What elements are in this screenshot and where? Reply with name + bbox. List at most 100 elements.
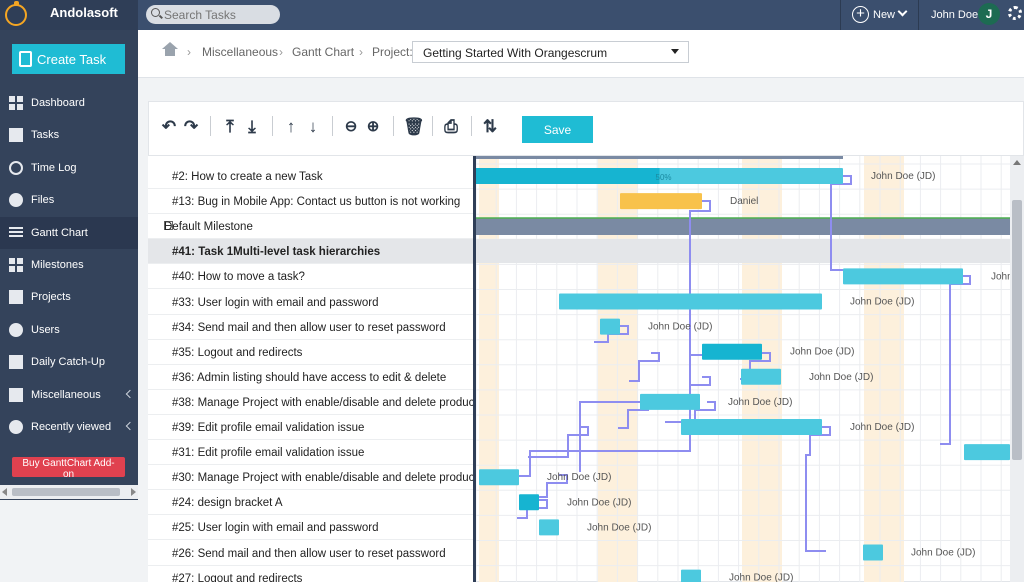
new-label: New [873, 9, 896, 21]
task-bar[interactable] [863, 544, 883, 561]
sidebar-item-users[interactable]: Users [0, 314, 138, 346]
move-down-icon[interactable]: ↓ [308, 117, 318, 136]
task-row[interactable]: #31: Edit profile email validation issue [148, 440, 474, 466]
home-icon[interactable] [162, 42, 178, 56]
task-bar[interactable] [539, 519, 559, 536]
bar-owner-label[interactable]: John Doe (JD) [729, 573, 793, 582]
task-name: #25: User login with email and password [172, 522, 379, 535]
task-row[interactable]: #25: User login with email and password [148, 515, 474, 541]
task-bar[interactable] [843, 268, 963, 285]
task-bar[interactable] [519, 494, 539, 511]
sidebar-item-recently-viewed[interactable]: Recently viewed [0, 411, 138, 443]
task-bar[interactable] [479, 469, 519, 486]
delete-icon[interactable]: 🗑 [403, 117, 425, 136]
sidebar-item-label: Users [31, 323, 60, 336]
task-bar[interactable] [681, 419, 822, 435]
task-row[interactable]: #36: Admin listing should have access to… [148, 365, 474, 390]
collapse-icon[interactable] [164, 221, 173, 231]
gear-icon[interactable] [1008, 6, 1022, 20]
sidebar-item-daily-catch-up[interactable]: Daily Catch-Up [0, 346, 138, 378]
breadcrumb-gantt-chart[interactable]: Gantt Chart [292, 45, 355, 59]
user-menu[interactable]: John Doe J [918, 0, 1002, 30]
move-up-icon[interactable]: ↑ [286, 117, 296, 136]
search-icon [151, 8, 160, 17]
task-row[interactable]: #41: Task 1Multi-level task hierarchies [148, 239, 474, 265]
sidebar-item-gantt-chart[interactable]: Gantt Chart [0, 216, 138, 249]
indent-top-icon[interactable]: ⤒ [226, 117, 234, 136]
avatar[interactable]: J [978, 3, 1000, 25]
milestone-bar[interactable] [476, 218, 1010, 235]
breadcrumb-miscellaneous[interactable]: Miscellaneous [202, 45, 279, 59]
indent-bottom-icon[interactable]: ⤓ [248, 117, 256, 136]
dependency-link [805, 426, 831, 552]
bar-owner-label[interactable]: John Doe (JD) [567, 497, 631, 508]
task-name: #41: Task 1Multi-level task hierarchies [172, 246, 381, 259]
task-row[interactable]: #13: Bug in Mobile App: Contact us butto… [148, 189, 474, 215]
sidebar-item-projects[interactable]: Projects [0, 281, 138, 313]
bar-owner-label[interactable]: John Doe (JD) [728, 397, 792, 408]
sidebar-item-miscellaneous[interactable]: Miscellaneous [0, 379, 138, 411]
grid-splitter[interactable] [473, 156, 476, 582]
summary-bar[interactable] [476, 156, 843, 159]
create-task-button[interactable]: Create Task [12, 44, 125, 74]
task-row[interactable]: #2: How to create a new Task [148, 164, 474, 189]
task-row[interactable]: #30: Manage Project with enable/disable … [148, 465, 474, 491]
task-row[interactable]: #27: Logout and redirects [148, 566, 474, 582]
scroll-up-icon[interactable] [1013, 160, 1021, 165]
scroll-right-icon[interactable] [131, 488, 136, 496]
bar-owner-label[interactable]: John Doe (JD) [911, 548, 975, 559]
bar-owner-label[interactable]: John Doe (JD) [850, 297, 914, 308]
task-bar[interactable] [741, 368, 781, 385]
bar-owner-label[interactable]: John Doe (JD) [871, 171, 935, 182]
milestone-row[interactable]: Default Milestone [148, 214, 474, 240]
sort-icon[interactable]: ⇅ [482, 117, 498, 136]
task-row[interactable]: #38: Manage Project with enable/disable … [148, 390, 474, 415]
task-bar-progress[interactable] [476, 168, 660, 184]
task-bar[interactable] [620, 193, 702, 210]
task-bar[interactable] [600, 318, 620, 335]
sidebar-item-tasks[interactable]: Tasks [0, 119, 138, 151]
bar-owner-label[interactable]: John Doe (JD) [547, 472, 611, 483]
sidebar-item-milestones[interactable]: Milestones [0, 249, 138, 281]
task-name: #13: Bug in Mobile App: Contact us butto… [172, 196, 461, 209]
save-button[interactable]: Save [522, 116, 593, 143]
scroll-left-icon[interactable] [2, 488, 7, 496]
task-row[interactable]: #39: Edit profile email validation issue [148, 415, 474, 440]
task-row[interactable]: #24: design bracket A [148, 490, 474, 516]
undo-icon[interactable]: ↶ [161, 117, 177, 136]
task-row[interactable]: #40: How to move a task? [148, 264, 474, 290]
task-bar[interactable] [681, 569, 701, 582]
task-row[interactable]: #34: Send mail and then allow user to re… [148, 315, 474, 340]
bar-owner-label[interactable]: Daniel [730, 196, 758, 207]
print-icon[interactable]: ⎙ [444, 117, 458, 136]
project-select[interactable]: Getting Started With Orangescrum [412, 41, 689, 63]
bar-owner-label[interactable]: John Doe (JD) [809, 372, 873, 383]
task-bar[interactable] [702, 343, 762, 360]
task-row[interactable]: #35: Logout and redirects [148, 340, 474, 365]
gantt-toolbar [148, 101, 1024, 156]
bar-owner-label[interactable]: John [991, 271, 1010, 282]
dashboard-icon [9, 96, 23, 110]
bar-owner-label[interactable]: John Doe (JD) [790, 347, 854, 358]
bar-owner-label[interactable]: John Doe (JD) [850, 422, 914, 433]
task-bar[interactable] [559, 293, 822, 310]
buy-addon-button[interactable]: Buy GanttChart Add-on [12, 457, 125, 480]
chevron-left-icon[interactable] [125, 421, 135, 431]
sidebar-scroll-thumb[interactable] [12, 488, 120, 496]
sidebar-item-time-log[interactable]: Time Log [0, 152, 138, 184]
task-row[interactable]: #33: User login with email and password [148, 290, 474, 315]
sidebar-item-files[interactable]: Files [0, 184, 138, 216]
bar-owner-label[interactable]: John Doe (JD) [648, 322, 712, 333]
task-bar[interactable] [640, 393, 700, 410]
new-menu-button[interactable]: + New [840, 0, 918, 30]
chart-scroll-thumb[interactable] [1012, 200, 1022, 460]
redo-icon[interactable]: ↷ [183, 117, 199, 136]
sidebar-item-dashboard[interactable]: Dashboard [0, 87, 138, 119]
task-bar[interactable] [964, 444, 1010, 461]
bar-owner-label[interactable]: John Doe (JD) [587, 522, 651, 533]
search-input[interactable] [146, 5, 280, 24]
zoom-in-icon[interactable]: ⊕ [366, 118, 380, 135]
zoom-out-icon[interactable]: ⊖ [344, 118, 358, 135]
task-row[interactable]: #26: Send mail and then allow user to re… [148, 541, 474, 566]
chevron-left-icon[interactable] [125, 389, 135, 398]
